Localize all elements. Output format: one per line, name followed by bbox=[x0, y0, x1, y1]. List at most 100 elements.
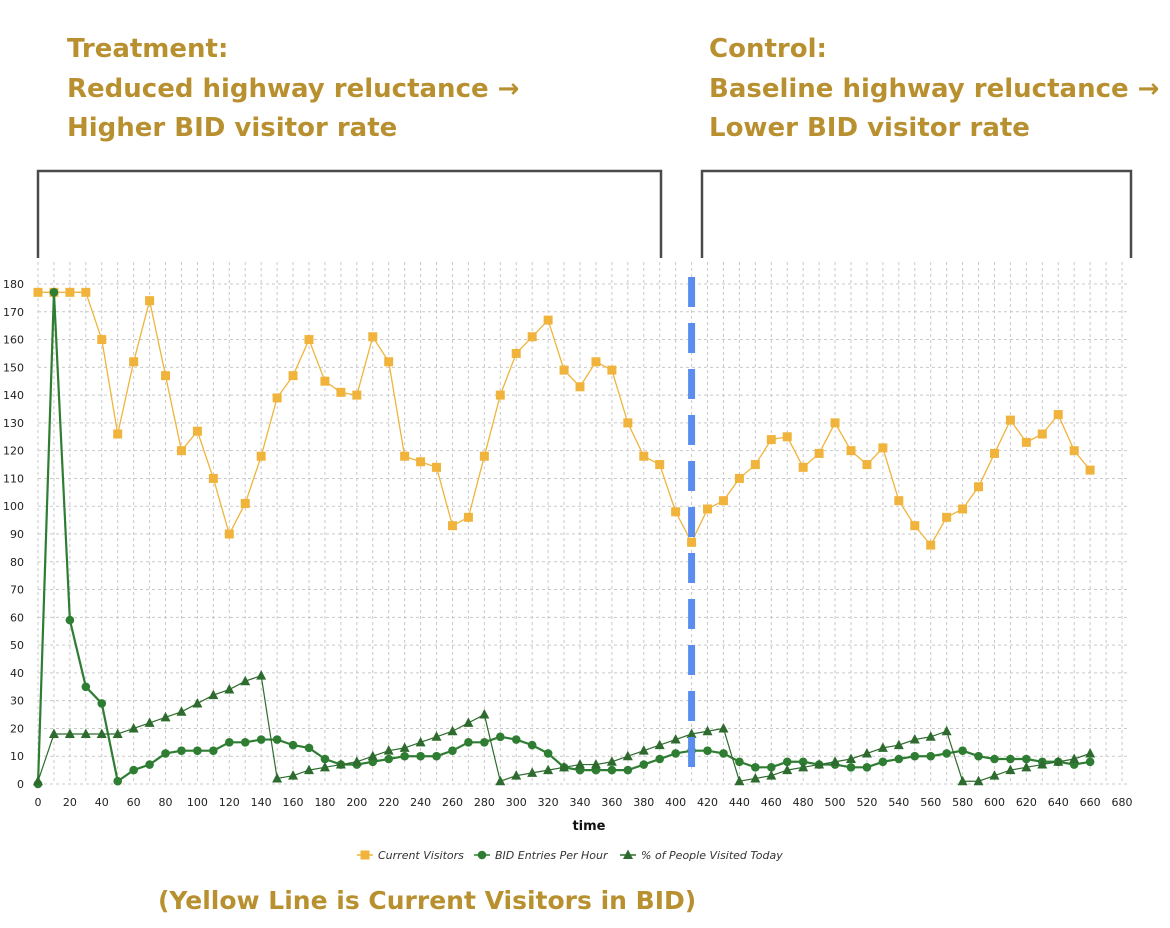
x-tick-label: 500 bbox=[825, 796, 846, 809]
control-line2: Lower BID visitor rate bbox=[709, 113, 1030, 143]
data-point bbox=[33, 775, 43, 786]
data-point bbox=[81, 682, 91, 692]
x-tick-label: 380 bbox=[633, 796, 654, 809]
data-point bbox=[399, 742, 410, 752]
x-tick-label: 620 bbox=[1016, 796, 1037, 809]
data-point bbox=[240, 675, 251, 686]
data-point bbox=[351, 756, 362, 766]
data-point bbox=[878, 757, 888, 767]
data-point bbox=[1022, 754, 1031, 764]
data-point bbox=[877, 742, 888, 752]
data-point bbox=[352, 390, 362, 400]
data-point bbox=[193, 746, 202, 755]
data-point bbox=[974, 751, 983, 761]
data-point bbox=[144, 717, 155, 727]
data-point bbox=[894, 754, 904, 764]
series-2 bbox=[33, 670, 1096, 786]
y-tick-label: 70 bbox=[10, 584, 24, 597]
data-point bbox=[703, 746, 712, 755]
data-point bbox=[590, 759, 601, 769]
data-point bbox=[33, 287, 43, 297]
x-tick-label: 660 bbox=[1080, 796, 1101, 809]
data-point bbox=[527, 740, 537, 750]
data-point bbox=[814, 759, 825, 769]
y-tick-label: 140 bbox=[3, 389, 24, 402]
x-tick-label: 220 bbox=[378, 796, 399, 809]
data-point bbox=[240, 498, 250, 508]
data-point bbox=[607, 765, 617, 775]
data-point bbox=[623, 765, 633, 775]
data-point bbox=[464, 738, 473, 747]
data-point bbox=[543, 764, 554, 775]
data-point bbox=[1006, 754, 1015, 764]
data-point bbox=[112, 728, 123, 738]
data-point bbox=[319, 761, 330, 772]
data-point bbox=[974, 482, 984, 492]
data-point bbox=[766, 770, 777, 780]
x-tick-label: 360 bbox=[601, 796, 622, 809]
data-point bbox=[113, 776, 123, 786]
data-point bbox=[703, 504, 713, 514]
x-tick-label: 0 bbox=[35, 796, 42, 809]
data-point bbox=[575, 759, 585, 769]
data-point bbox=[846, 446, 856, 456]
data-point bbox=[224, 684, 235, 694]
data-point bbox=[129, 765, 138, 775]
x-tick-label: 40 bbox=[95, 796, 109, 809]
x-tick-label: 420 bbox=[697, 796, 718, 809]
control-title: Control: bbox=[709, 34, 827, 64]
x-axis-title: time bbox=[572, 819, 605, 834]
y-tick-label: 100 bbox=[3, 500, 24, 513]
data-point bbox=[655, 460, 665, 470]
x-tick-label: 540 bbox=[888, 796, 909, 809]
data-point bbox=[432, 462, 442, 472]
treatment-bracket bbox=[36, 169, 663, 258]
data-point bbox=[686, 728, 697, 738]
data-point bbox=[846, 753, 856, 763]
data-point bbox=[639, 760, 649, 769]
data-point bbox=[96, 728, 107, 738]
data-point bbox=[559, 761, 570, 772]
series-0 bbox=[33, 287, 1095, 550]
data-point bbox=[192, 697, 203, 708]
data-point bbox=[1053, 410, 1063, 420]
data-point bbox=[846, 763, 856, 772]
data-point bbox=[495, 732, 505, 742]
chart-grid bbox=[37, 262, 1130, 785]
data-point bbox=[479, 709, 490, 719]
data-point bbox=[893, 739, 904, 750]
data-point bbox=[607, 365, 617, 375]
data-point bbox=[926, 540, 936, 550]
treatment-header: Treatment: Reduced highway reluctance → … bbox=[67, 30, 519, 149]
data-point bbox=[782, 432, 792, 442]
data-point bbox=[431, 731, 442, 741]
x-tick-label: 640 bbox=[1048, 796, 1069, 809]
data-point bbox=[81, 287, 91, 297]
data-point bbox=[830, 418, 840, 428]
data-point bbox=[415, 736, 426, 747]
y-tick-label: 10 bbox=[10, 750, 24, 763]
data-point bbox=[878, 443, 888, 453]
data-point bbox=[384, 754, 394, 764]
data-point bbox=[894, 496, 904, 506]
x-tick-label: 580 bbox=[952, 796, 973, 809]
data-point bbox=[718, 722, 729, 733]
data-point bbox=[750, 772, 761, 783]
data-point bbox=[383, 745, 394, 755]
data-point bbox=[638, 745, 649, 755]
data-point bbox=[798, 462, 808, 472]
data-point bbox=[192, 426, 202, 436]
data-point bbox=[463, 512, 473, 522]
data-point bbox=[814, 448, 824, 458]
data-point bbox=[256, 670, 267, 680]
data-point bbox=[750, 460, 760, 470]
data-point bbox=[1021, 437, 1031, 447]
x-tick-label: 160 bbox=[283, 796, 304, 809]
data-point bbox=[161, 749, 170, 758]
data-point bbox=[416, 457, 426, 467]
x-tick-label: 60 bbox=[127, 796, 141, 809]
x-tick-label: 100 bbox=[187, 796, 208, 809]
series-layer bbox=[33, 287, 1096, 789]
treatment-line2: Higher BID visitor rate bbox=[67, 113, 398, 143]
x-axis-ticks: 0 20 40 60 80 100 120 140 160 180 200 220 240 260 280 3… bbox=[35, 796, 1133, 809]
